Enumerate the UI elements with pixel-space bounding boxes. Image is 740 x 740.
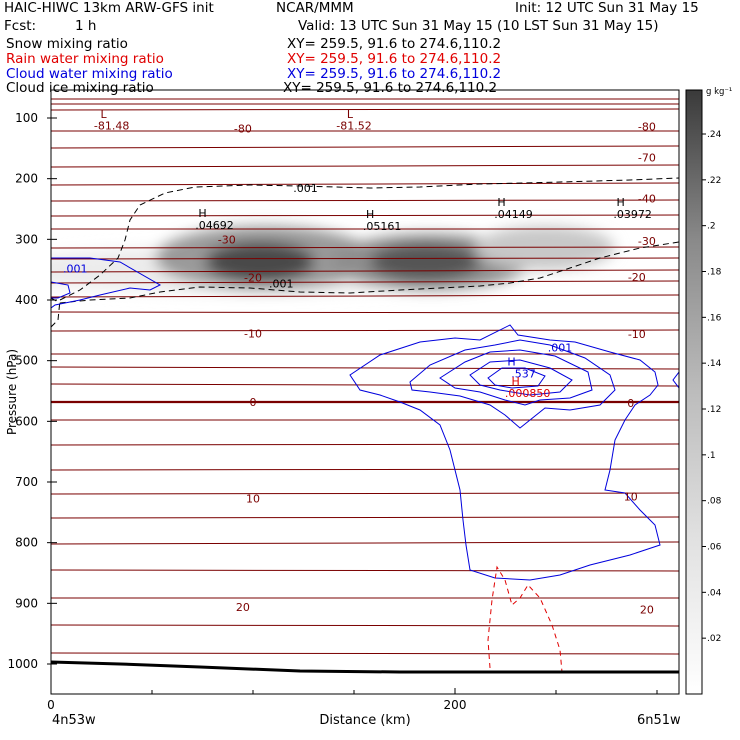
isotherm-label: -70 [638,151,656,164]
colorbar-tick-label: .22 [707,176,721,186]
extremum-value: .04149 [494,208,533,221]
field-cloud-ice-xy: XY= 259.5, 91.6 to 274.6,110.2 [283,80,498,96]
field-cloud-ice-name: Cloud ice mixing ratio [6,80,154,96]
colorbar-unit: g kg⁻¹ [706,87,732,97]
colorbar: .02 .04 .06 .08 .1 .12 .14 .16 .18 .2 .22 .24 g kg⁻… [685,87,732,695]
x-tick-label: 200 [444,698,467,712]
contour-label: .001 [293,182,318,195]
isotherm-label: -10 [244,327,262,340]
colorbar-tick-label: .08 [707,497,722,507]
extremum-value: .03972 [613,208,652,221]
extremum-value: .537 [511,368,536,381]
extremum-marker: H [497,196,505,209]
colorbar-tick-label: .2 [707,222,716,232]
isotherm-label: 20 [236,601,250,614]
contour-label: .001 [63,262,88,275]
isotherm-label: -20 [628,271,646,284]
y-axis-ticks: 100 200 300 400 500 600 700 800 900 1000 [7,111,57,671]
field-cloud-water-name: Cloud water mixing ratio [6,66,173,82]
extremum-value: .04692 [195,219,234,232]
isotherm-label: -10 [628,328,646,341]
y-axis-label: Pressure (hPa) [5,349,19,435]
y-tick-label: 900 [15,596,38,610]
isotherm-label: -40 [638,193,656,206]
cloud-water-contours [51,257,679,581]
x-axis-ticks: 0 200 [47,688,658,712]
fcst-label: Fcst: [4,18,37,34]
y-tick-label: 300 [15,232,38,246]
extremum-marker: H [198,207,206,220]
extremum-marker: H [507,356,515,369]
field-rain-name: Rain water mixing ratio [6,51,164,67]
isotherm-label: -80 [234,122,252,135]
colorbar-tick-label: .02 [707,634,721,644]
extremum-marker: H [511,375,519,388]
colorbar-tick-label: .12 [707,405,721,415]
isotherm-label: -30 [638,235,656,248]
x-tick-label: 0 [47,698,55,712]
colorbar-tick-label: .18 [707,268,722,278]
y-tick-label: 1000 [7,657,38,671]
colorbar-tick-label: .1 [707,451,716,461]
y-tick-label: 400 [15,293,38,307]
extremum-value: .000850 [505,387,551,400]
colorbar-tick-label: .16 [707,313,722,323]
field-rain-xy: XY= 259.5, 91.6 to 274.6,110.2 [287,51,502,67]
terrain-line [51,660,679,674]
extremum-marker: H [366,208,374,221]
isotherm-label: 10 [246,492,260,505]
y-tick-label: 600 [15,414,38,428]
y-tick-label: 200 [15,172,38,186]
field-cloud-water-xy: XY= 259.5, 91.6 to 274.6,110.2 [287,66,502,82]
isotherm-label: -80 [638,120,656,133]
left-endpoint: 4n53w [52,713,96,728]
valid-time: Valid: 13 UTC Sun 31 May 15 (10 LST Sun … [298,18,659,34]
field-snow-name: Snow mixing ratio [6,36,128,52]
extremum-value: .05161 [363,220,402,233]
isotherm-label: -20 [244,272,262,285]
organization: NCAR/MMM [276,0,354,16]
extremum-marker: H [616,196,624,209]
colorbar-tick-label: .14 [707,359,722,369]
colorbar-tick-label: .24 [707,130,722,140]
y-tick-label: 100 [15,111,38,125]
colorbar-tick-label: .04 [707,588,722,598]
y-tick-label: 700 [15,475,38,489]
isotherm-label: 20 [640,603,654,616]
x-axis-label: Distance (km) [319,713,410,728]
field-snow-xy: XY= 259.5, 91.6 to 274.6,110.2 [287,36,502,52]
isotherm-label: 10 [624,491,638,504]
cloud-ice-contour-lower [51,241,679,304]
isotherms [51,98,679,655]
contour-label: .001 [548,341,573,354]
isotherm-label: 0 [627,397,634,410]
y-tick-label: 500 [15,354,38,368]
isotherm-label: -81.48 [94,119,129,132]
extremum-marker: L [100,108,107,121]
isotherm-label: 0 [250,396,257,409]
right-endpoint: 6n51w [637,713,681,728]
init-time: Init: 12 UTC Sun 31 May 15 [515,0,699,16]
fcst-value: 1 h [75,18,97,34]
cloud-ice-contour [51,177,679,328]
extremum-marker: L [347,108,354,121]
isotherm-label: -30 [218,233,236,246]
snow-shading [51,226,615,294]
contour-label: .001 [269,278,294,291]
colorbar-tick-label: .06 [707,543,722,553]
model-title: HAIC-HIWC 13km ARW-GFS init [4,0,214,16]
isotherm-label: -81.52 [336,119,371,132]
rain-water-contour [487,565,563,673]
plot-frame [50,89,680,695]
y-tick-label: 800 [15,536,38,550]
